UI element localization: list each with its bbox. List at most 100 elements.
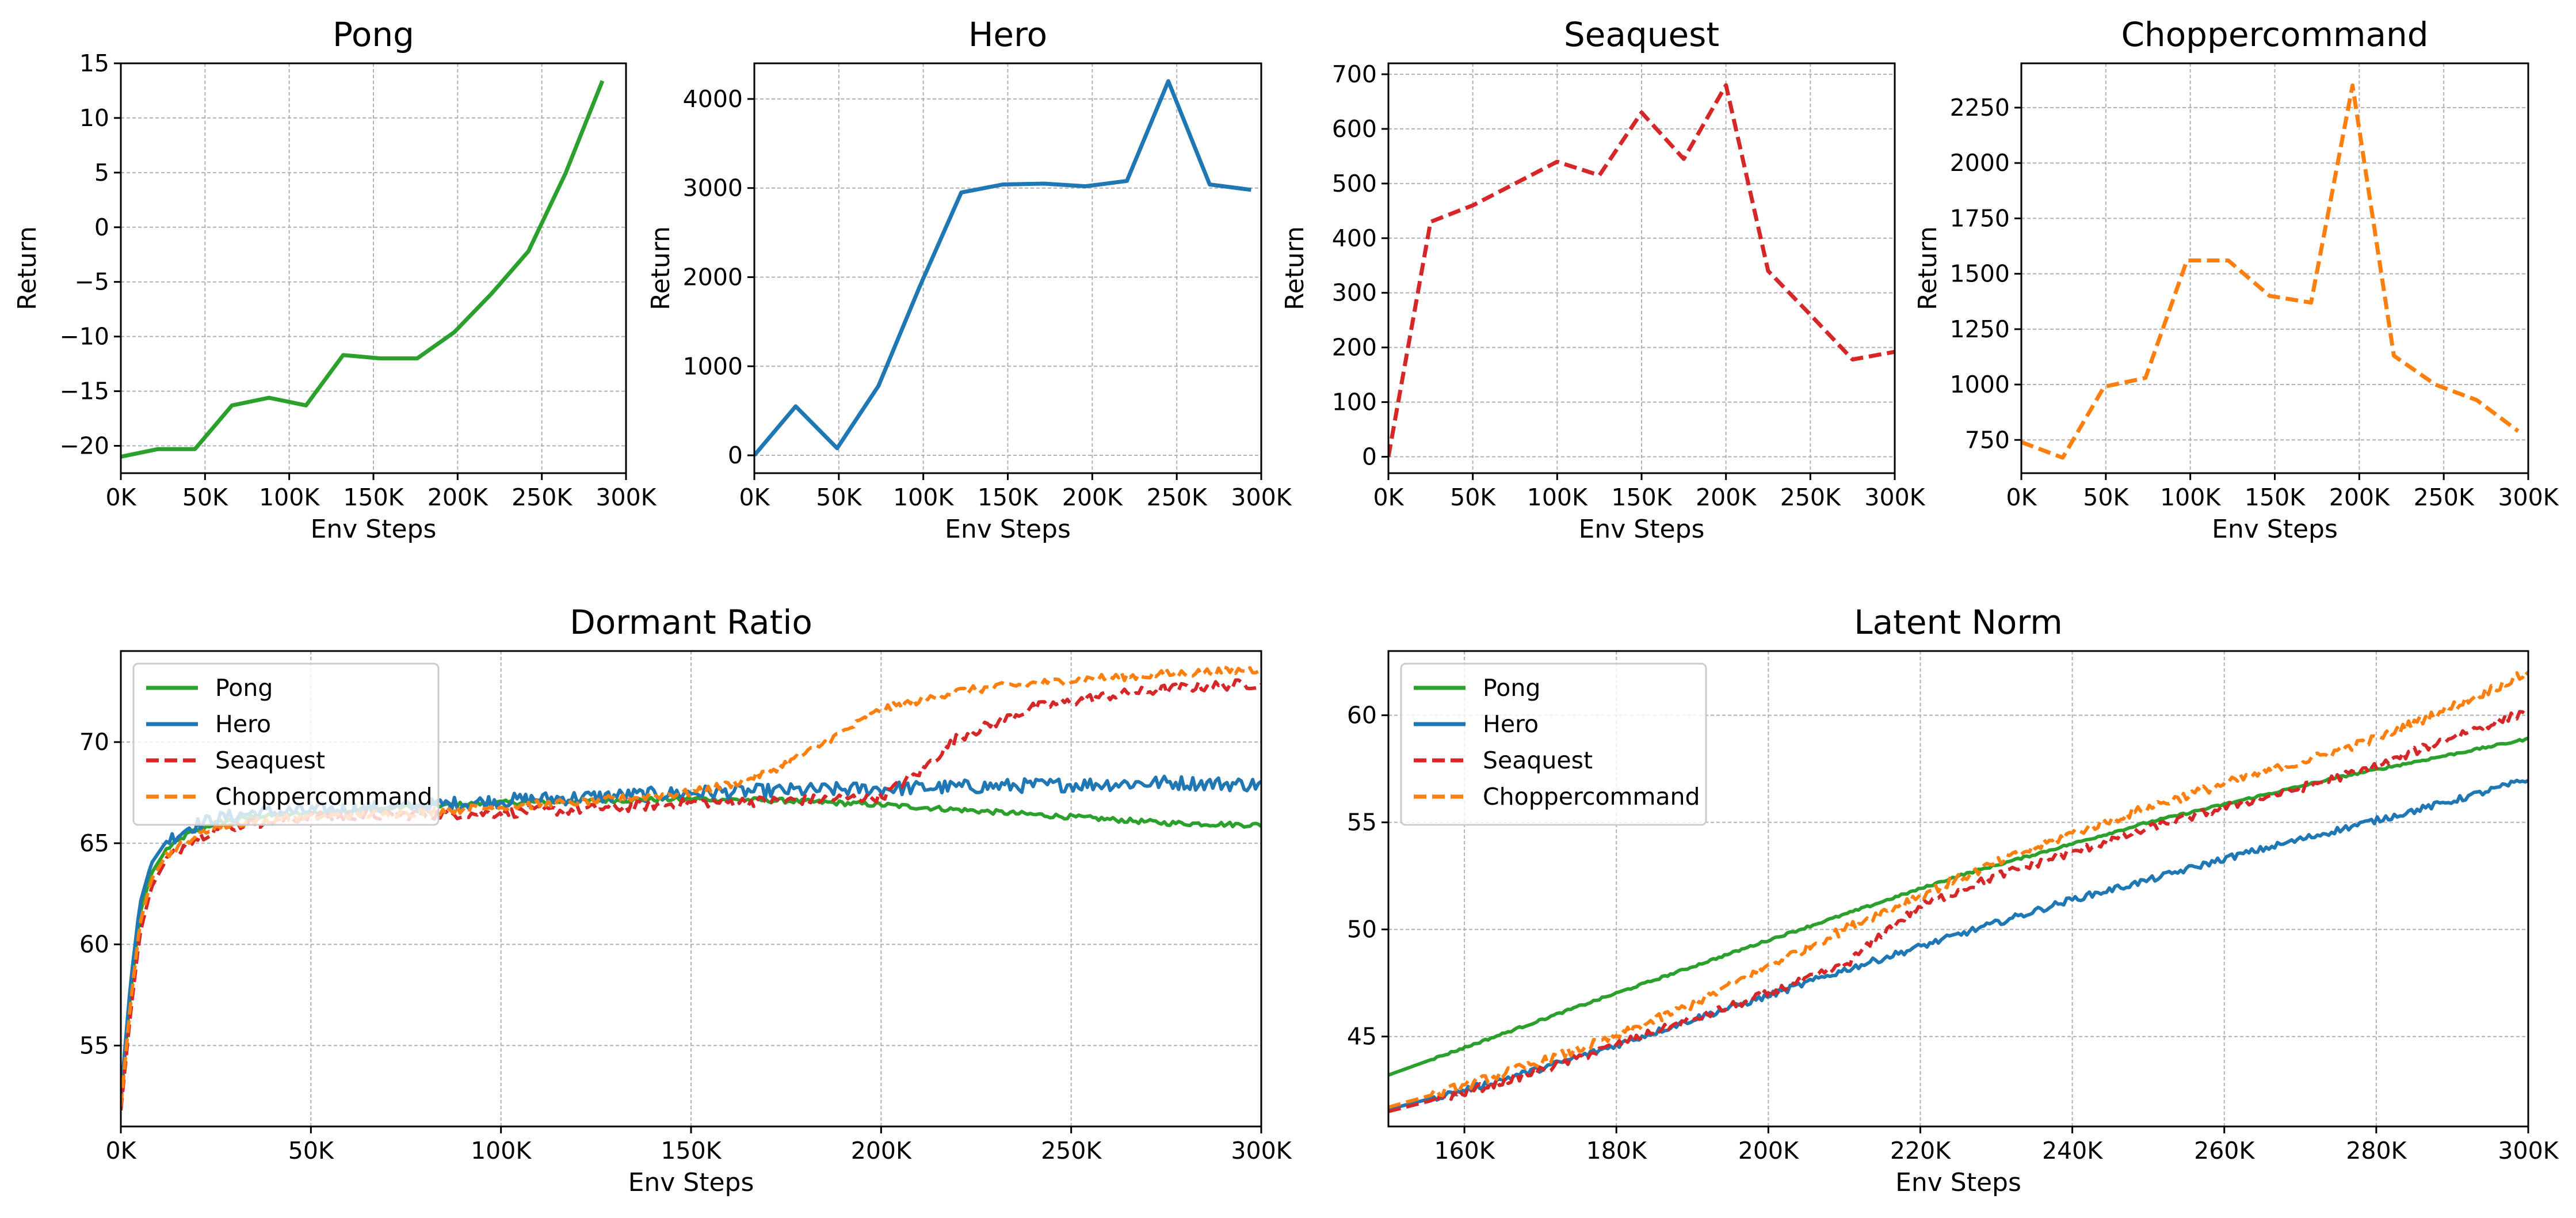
x-tick-label: 200K: [1696, 484, 1757, 511]
x-tick-label: 250K: [1780, 484, 1841, 511]
x-tick-label: 150K: [343, 484, 404, 511]
x-tick-label: 100K: [471, 1137, 532, 1164]
y-tick-label: 600: [1332, 115, 1377, 143]
legend-label-choppercommand: Choppercommand: [215, 783, 433, 810]
x-tick-label: 100K: [259, 484, 320, 511]
chart-title: Pong: [333, 15, 414, 54]
y-tick-label: 60: [1347, 702, 1377, 729]
y-tick-label: −10: [59, 323, 109, 351]
x-tick-label: 150K: [978, 484, 1039, 511]
x-tick-label: 50K: [1450, 484, 1496, 511]
panel-latent: 160K 180K 200K 220K 240K 260K 280K 300K 45 50 55 60…: [1347, 603, 2559, 1197]
y-axis-label: Return: [13, 226, 42, 310]
legend-label-hero: Hero: [1483, 710, 1539, 738]
x-tick-label: 0K: [2006, 484, 2037, 511]
chart-title: Dormant Ratio: [570, 603, 812, 642]
panel-hero: 0K 50K 100K 150K 200K 250K 300K 0 1000 2000 3000 40…: [646, 15, 1292, 544]
y-tick-label: 300: [1332, 279, 1377, 307]
y-tick-label: 2000: [1950, 149, 2010, 177]
y-tick-label: 700: [1332, 60, 1377, 88]
y-axis-label: Return: [1913, 226, 1943, 310]
x-tick-label: 250K: [1147, 484, 1208, 511]
x-tick-label: 300K: [1231, 1137, 1292, 1164]
legend-label-hero: Hero: [215, 710, 271, 738]
legend: Pong Hero Seaquest Choppercommand: [132, 663, 440, 826]
x-tick-label: 100K: [1527, 484, 1588, 511]
y-tick-label: 0: [94, 214, 109, 241]
x-tick-label: 250K: [1041, 1137, 1102, 1164]
x-tick-label: 0K: [106, 484, 137, 511]
y-tick-label: 100: [1332, 389, 1377, 416]
x-tick-label: 220K: [1890, 1137, 1951, 1164]
series-line-pong: [121, 80, 605, 459]
panel-seaquest: 0K 50K 100K 150K 200K 250K 300K 0 100 200 300 400 50…: [1280, 15, 1926, 544]
x-tick-label: 250K: [2414, 484, 2475, 511]
x-tick-label: 160K: [1434, 1137, 1495, 1164]
y-tick-label: 400: [1332, 224, 1377, 252]
x-tick-label: 0K: [739, 484, 770, 511]
legend: Pong Hero Seaquest Choppercommand: [1400, 663, 1707, 826]
x-tick-label: 0K: [1373, 484, 1405, 511]
y-tick-label: 2000: [683, 263, 743, 291]
x-tick-label: 100K: [893, 484, 954, 511]
y-tick-label: 15: [79, 50, 109, 77]
x-tick-label: 200K: [1062, 484, 1123, 511]
x-tick-label: 250K: [512, 484, 573, 511]
chart-title: Hero: [968, 15, 1047, 54]
axes-frame: [1387, 650, 2529, 1128]
y-tick-label: 1000: [1950, 371, 2010, 398]
x-tick-label: 300K: [1864, 484, 1925, 511]
x-tick-label: 240K: [2042, 1137, 2103, 1164]
legend-box: [132, 663, 440, 826]
x-tick-label: 260K: [2194, 1137, 2255, 1164]
series-line-seaquest: [1388, 710, 2528, 1113]
x-tick-label: 100K: [2160, 484, 2221, 511]
series-line-seaquest: [1388, 83, 1895, 458]
y-tick-label: 0: [728, 441, 743, 469]
y-tick-label: 55: [1347, 809, 1377, 836]
y-tick-label: 1000: [683, 352, 743, 380]
x-tick-label: 50K: [288, 1137, 334, 1164]
panel-choppercommand: 0K 50K 100K 150K 200K 250K 300K 750 1000 1250 1500…: [1913, 15, 2559, 544]
legend-box: [1400, 663, 1707, 826]
y-tick-label: 1500: [1950, 260, 2010, 288]
y-tick-label: 1250: [1950, 315, 2010, 343]
x-tick-label: 0K: [106, 1137, 137, 1164]
series-line-hero: [754, 79, 1251, 457]
series-line-choppercommand: [2021, 83, 2520, 460]
y-tick-label: 55: [79, 1032, 109, 1059]
x-tick-label: 50K: [816, 484, 862, 511]
x-axis-label: Env Steps: [2212, 515, 2338, 544]
y-tick-label: 50: [1347, 916, 1377, 943]
y-tick-label: 0: [1362, 443, 1377, 471]
y-tick-label: 60: [79, 931, 109, 958]
x-axis-label: Env Steps: [1895, 1168, 2021, 1197]
legend-label-pong: Pong: [215, 674, 273, 702]
panel-pong: 0K 50K 100K 150K 200K 250K 300K −20 −15 −10 −5 0 5 10…: [13, 15, 657, 544]
x-tick-label: 300K: [2498, 484, 2559, 511]
y-tick-label: 70: [79, 728, 109, 756]
x-tick-label: 50K: [2083, 484, 2129, 511]
x-axis-label: Env Steps: [311, 515, 437, 544]
x-tick-label: 150K: [1611, 484, 1672, 511]
x-tick-label: 200K: [1738, 1137, 1799, 1164]
legend-label-pong: Pong: [1483, 674, 1540, 702]
y-tick-label: 65: [79, 829, 109, 857]
x-tick-label: 280K: [2346, 1137, 2407, 1164]
x-axis-label: Env Steps: [945, 515, 1071, 544]
x-tick-label: 50K: [182, 484, 228, 511]
y-tick-label: 45: [1347, 1023, 1377, 1050]
x-tick-label: 300K: [1231, 484, 1292, 511]
y-axis-label: Return: [646, 226, 676, 310]
x-tick-label: 300K: [596, 484, 657, 511]
x-tick-label: 180K: [1586, 1137, 1647, 1164]
series-line-choppercommand: [1388, 669, 2528, 1109]
y-tick-label: −20: [59, 432, 109, 460]
x-axis-label: Env Steps: [1579, 515, 1705, 544]
x-tick-label: 150K: [2245, 484, 2306, 511]
panel-dormant: 0K 50K 100K 150K 200K 250K 300K 55 60 65 70 Dormant…: [79, 603, 1292, 1197]
legend-label-seaquest: Seaquest: [215, 747, 325, 774]
legend-label-choppercommand: Choppercommand: [1483, 783, 1700, 810]
y-tick-label: 1750: [1950, 204, 2010, 232]
y-tick-label: 10: [79, 104, 109, 132]
